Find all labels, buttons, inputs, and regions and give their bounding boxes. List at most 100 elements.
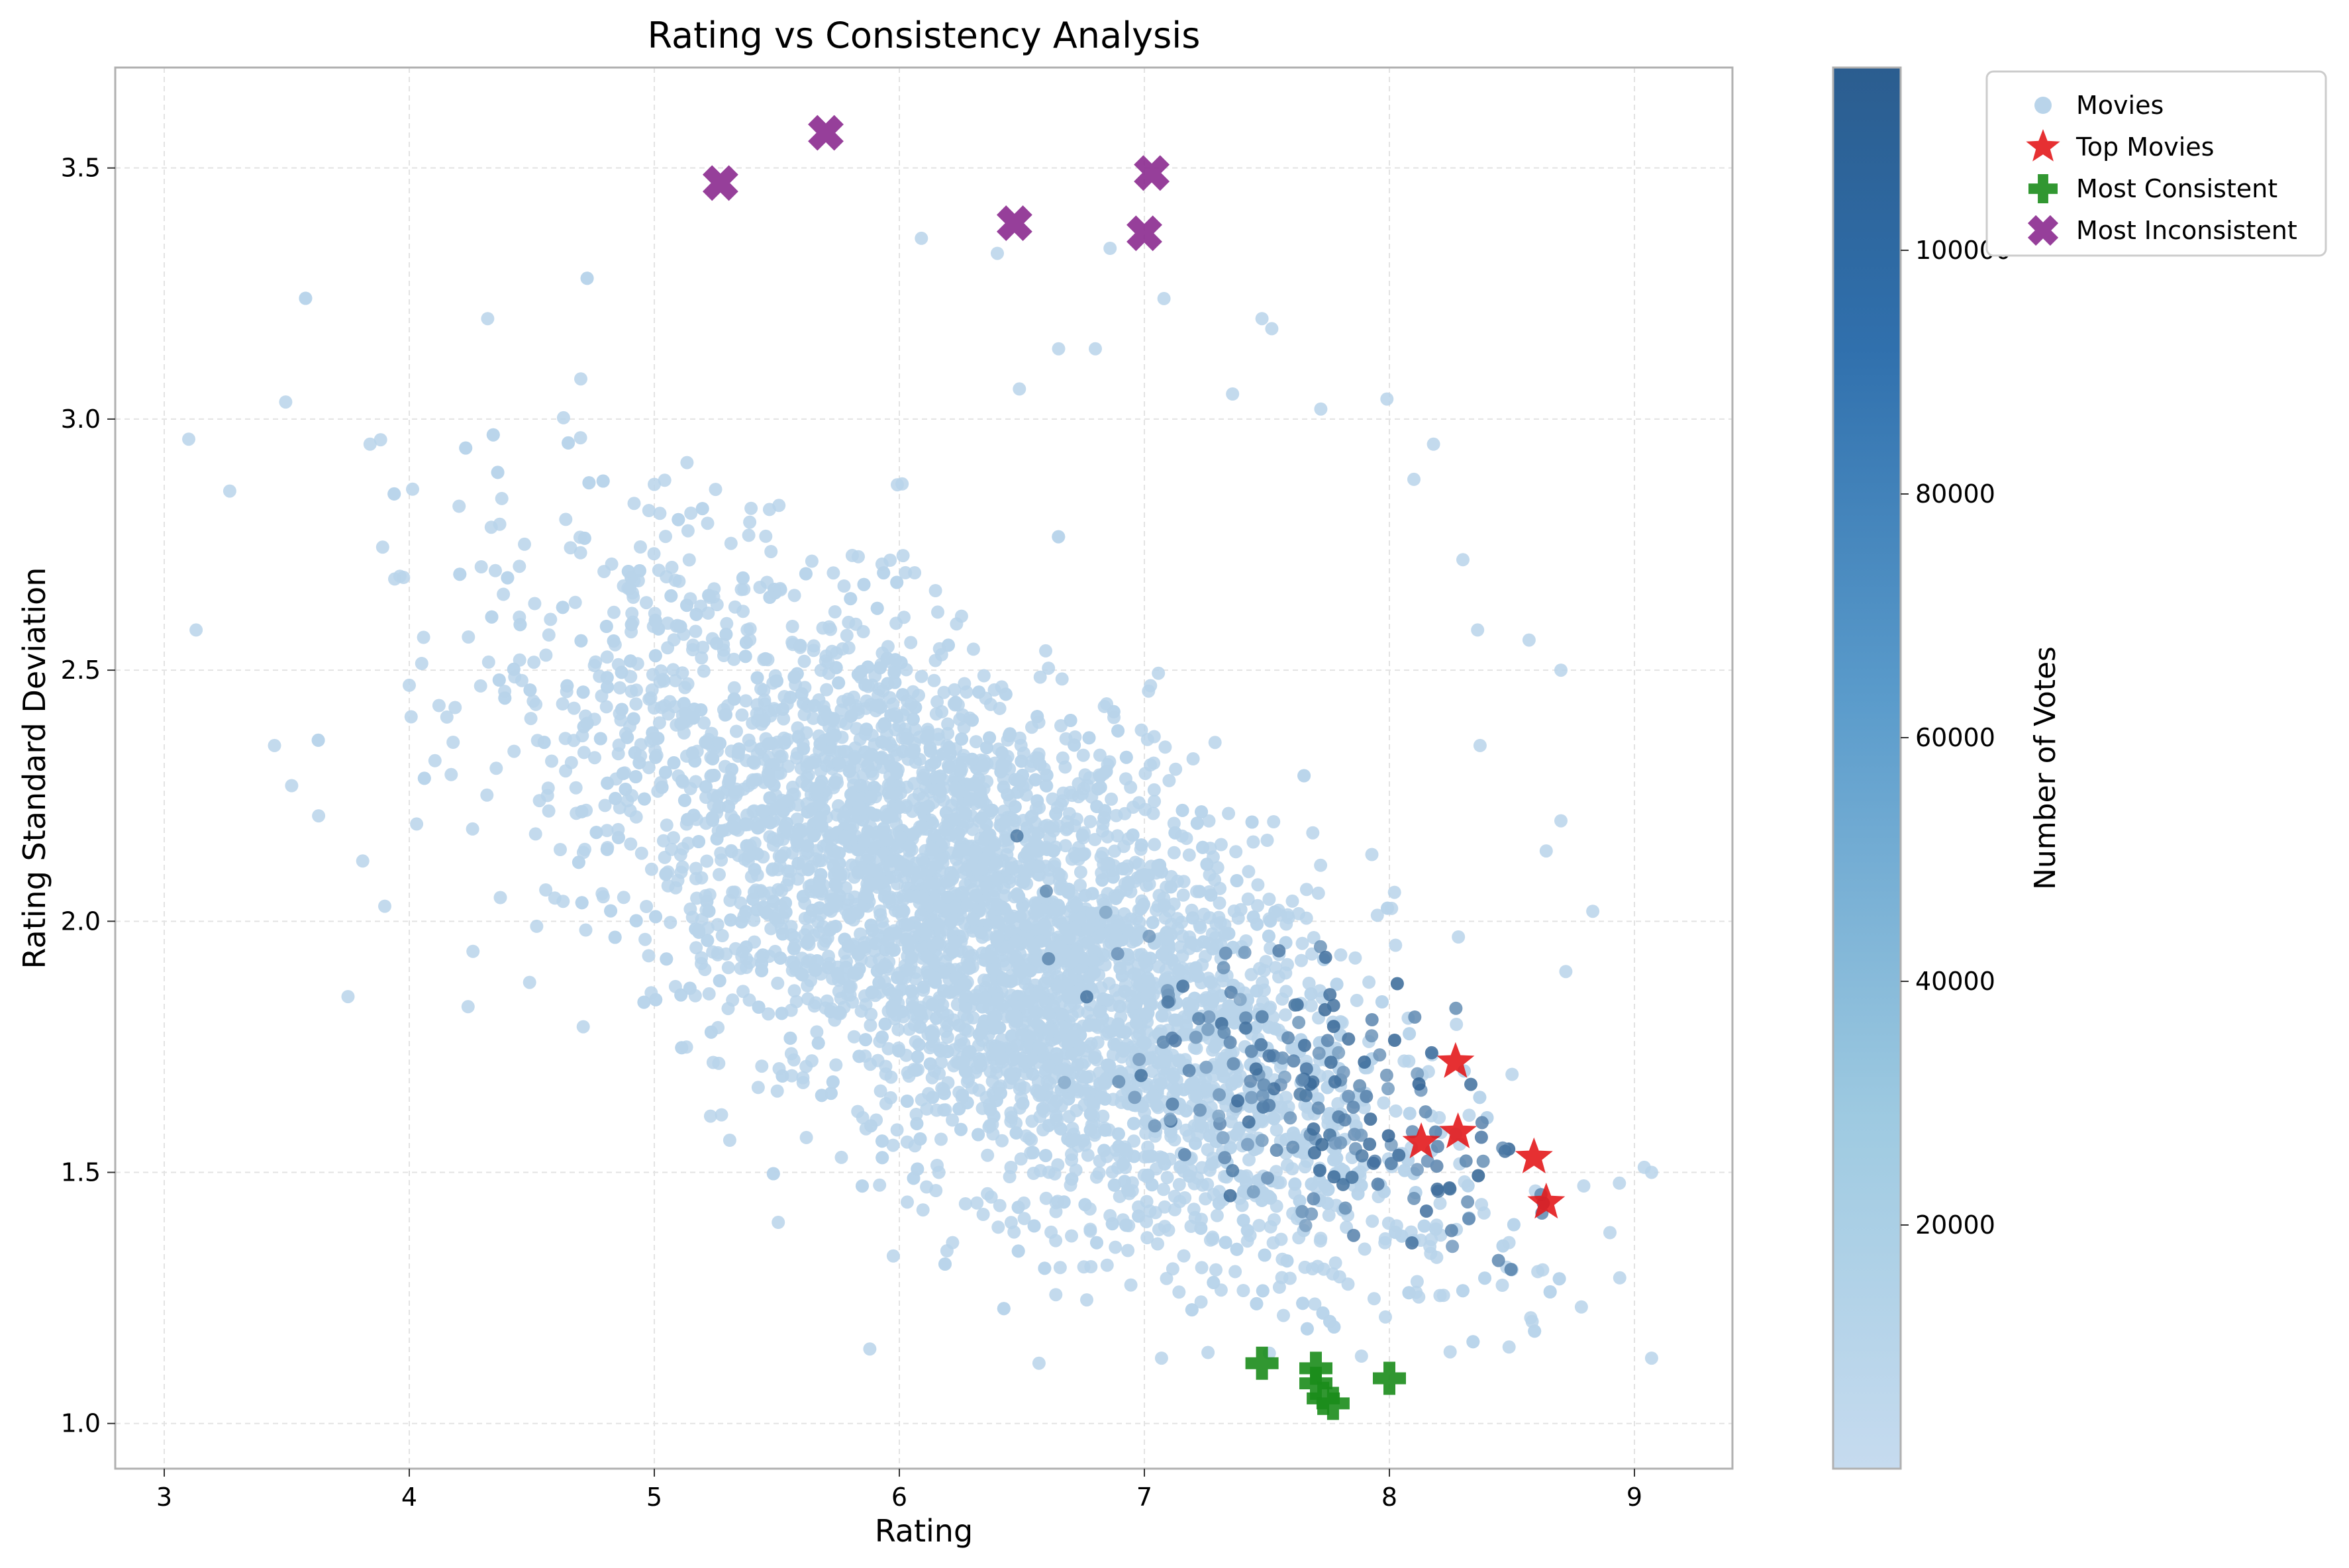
movie-point [1038,976,1052,990]
movie-point [1040,818,1054,832]
movie-point [775,927,789,941]
movie-point [715,853,728,867]
movie-point [575,805,589,818]
movie-point [750,707,764,720]
movie-point [722,800,736,813]
movie-point [1162,773,1176,787]
movie-point [659,867,673,881]
movie-point [824,622,838,636]
movie-point [1037,918,1051,931]
movie-point [1182,848,1196,862]
movie-point [764,816,777,830]
movie-point [956,843,970,857]
movie-point [1250,1297,1264,1310]
movie-point [932,1165,946,1179]
movie-point [687,711,701,725]
movie-point [1052,979,1066,993]
movie-point [738,818,752,832]
movie-point [1111,1127,1125,1141]
movie-point [1003,1170,1017,1183]
movie-point [1148,838,1162,852]
movie-point [1202,814,1216,828]
movie-point [1005,1110,1019,1124]
movie-point [1062,969,1075,983]
movie-point [1231,911,1245,925]
movie-point [1066,1008,1079,1022]
movie-point [1252,1218,1266,1232]
movie-point [660,818,674,832]
movie-point [1083,814,1097,828]
movie-point [958,677,972,691]
movie-point [1103,1059,1117,1073]
movie-point [894,656,908,669]
movie-point [388,572,401,586]
movie-point [1095,873,1109,887]
movie-point [1461,1179,1475,1193]
movie-point [976,1208,990,1221]
movie-point [1302,977,1316,990]
movie-point [1031,905,1045,918]
movie-point [807,711,820,725]
movie-point [1119,772,1132,786]
movie-point [1195,805,1209,819]
movie-point [817,712,830,726]
movie-point [948,683,962,697]
movie-point [568,595,582,609]
movie-point [1099,765,1113,778]
movie-point [556,895,570,908]
movie-point [1279,1008,1292,1022]
movie-point [1032,859,1046,873]
movie-point [938,1103,952,1117]
movie-point [1433,1197,1447,1210]
movie-point [1613,1176,1626,1190]
movie-point [1223,1141,1237,1155]
movie-point [596,474,610,488]
movie-point [1111,829,1125,843]
movie-point [1105,1217,1119,1231]
movie-point [632,564,646,577]
movie-point [881,983,895,997]
movie-point [799,567,813,581]
movie-point [1450,1018,1464,1031]
movie-point [588,751,601,765]
movie-point [918,801,932,815]
movie-point [881,962,895,976]
movie-point [1027,1219,1041,1233]
movie-point [611,830,625,844]
movie-point [977,669,991,683]
movie-point [493,517,507,531]
movie-point [452,499,466,513]
movie-point [1304,987,1318,1001]
movie-point [766,1167,780,1181]
movie-point [1054,719,1068,732]
movie-point [1322,1208,1336,1222]
movie-point [893,801,907,814]
movie-point [1277,1308,1290,1322]
movie-point [912,1038,926,1052]
movie-point [881,786,895,800]
movie-point [1042,1118,1056,1132]
movie-point [832,985,846,999]
movie-point [1172,963,1186,977]
movie-point [1134,723,1148,737]
movie-point [886,1138,900,1152]
movie-point [977,759,991,772]
movie-point [577,720,591,734]
movie-point [699,735,713,749]
movie-point [678,681,692,695]
movie-point [727,652,741,666]
movie-point [774,951,787,965]
movie-point [796,889,810,903]
movie-point [956,1089,970,1102]
movie-point [1132,1209,1146,1223]
movie-point [758,693,772,707]
movie-point [1212,1197,1226,1210]
movie-point [1105,792,1119,806]
movie-point [927,828,941,842]
movie-point [762,737,775,751]
movie-point [1040,842,1054,856]
movie-point [1189,961,1203,975]
movie-point [757,683,771,697]
movie-point [417,630,430,644]
movie-point [991,992,1005,1006]
